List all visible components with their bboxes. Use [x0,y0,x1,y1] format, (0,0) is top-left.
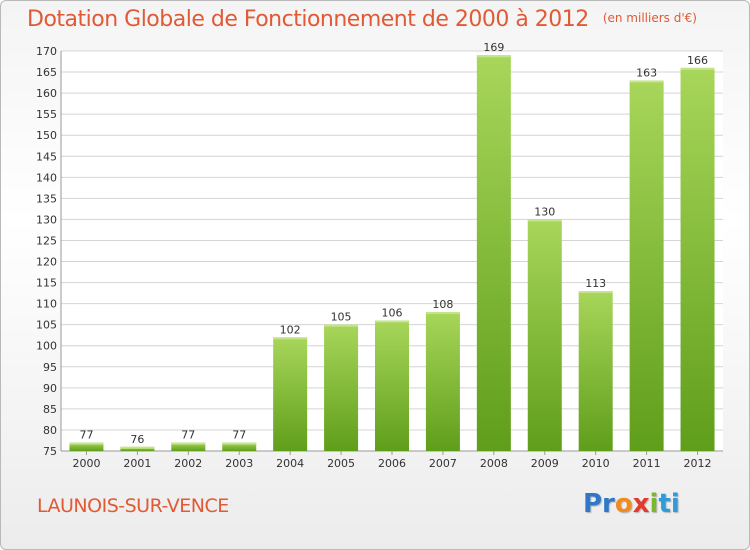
y-tick-label: 170 [36,45,57,58]
bar [222,442,257,451]
y-tick-label: 135 [36,192,57,205]
bar-highlight [629,80,664,83]
y-tick-label: 90 [43,382,57,395]
value-label: 77 [181,429,195,442]
x-tick-label: 2001 [123,457,151,470]
value-label: 163 [636,66,657,79]
bar [680,67,715,451]
bar [425,312,460,451]
value-label: 105 [331,311,352,324]
value-label: 106 [382,306,403,319]
bar [476,55,511,452]
bar [273,337,308,451]
value-label: 76 [130,433,144,446]
bar-highlight [476,55,511,58]
chart-title: Dotation Globale de Fonctionnement de 20… [27,7,697,32]
x-tick-label: 2006 [378,457,406,470]
value-label: 166 [687,54,708,67]
bar-highlight [171,442,206,445]
bar-highlight [425,312,460,315]
value-label: 102 [280,323,301,336]
bar-highlight [120,446,155,449]
bar [375,320,409,451]
x-tick-label: 2009 [531,457,559,470]
value-label: 169 [483,41,504,54]
y-tick-label: 75 [43,445,57,458]
y-tick-label: 140 [36,171,57,184]
commune-name: LAUNOIS-SUR-VENCE [37,495,229,517]
x-tick-label: 2007 [429,457,457,470]
bar [120,446,155,451]
bar [324,324,359,451]
y-tick-label: 85 [43,403,57,416]
x-tick-label: 2000 [72,457,100,470]
bar [69,442,104,451]
y-tick-label: 80 [43,424,57,437]
title-text: Dotation Globale de Fonctionnement de 20… [27,7,589,32]
bar-highlight [273,337,308,340]
bar-highlight [375,320,409,323]
x-tick-label: 2003 [225,457,253,470]
value-label: 108 [432,298,453,311]
proxiti-logo: Proxiti [583,489,680,519]
x-tick-label: 2010 [582,457,610,470]
bar [527,219,562,451]
y-tick-label: 130 [36,213,57,226]
x-tick-label: 2008 [480,457,508,470]
value-label: 77 [232,429,246,442]
value-label: 113 [585,277,606,290]
y-tick-label: 100 [36,340,57,353]
bar [578,291,613,451]
x-tick-label: 2002 [174,457,202,470]
x-tick-label: 2005 [327,457,355,470]
bar-highlight [680,67,715,70]
y-tick-label: 145 [36,150,57,163]
unit-label: (en milliers d'€) [602,11,697,25]
y-tick-label: 110 [36,298,57,311]
y-tick-label: 155 [36,108,57,121]
x-tick-label: 2011 [633,457,661,470]
bar-highlight [69,442,104,445]
bar-highlight [222,442,257,445]
bar-highlight [324,324,359,327]
y-tick-label: 160 [36,87,57,100]
value-label: 130 [534,205,555,218]
y-tick-label: 115 [36,277,57,290]
x-tick-label: 2012 [684,457,712,470]
value-label: 77 [79,429,93,442]
y-tick-label: 120 [36,256,57,269]
y-tick-label: 95 [43,361,57,374]
bar [171,442,206,451]
y-tick-label: 150 [36,129,57,142]
bar [629,80,664,451]
y-tick-label: 105 [36,319,57,332]
bar-highlight [578,291,613,293]
y-tick-label: 125 [36,234,57,247]
x-tick-label: 2004 [276,457,304,470]
y-tick-label: 165 [36,66,57,79]
bar-highlight [527,219,562,222]
